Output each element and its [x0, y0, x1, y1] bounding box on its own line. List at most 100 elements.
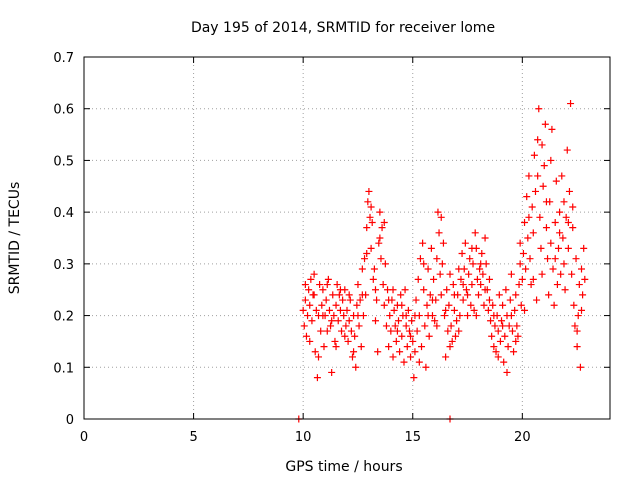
data-point: [507, 312, 515, 320]
data-point: [424, 265, 432, 273]
data-point: [450, 291, 458, 299]
data-point: [416, 255, 424, 263]
data-point: [427, 244, 435, 252]
chart-title: Day 195 of 2014, SRMTID for receiver lom…: [191, 20, 495, 36]
data-point: [433, 322, 441, 330]
data-point: [350, 348, 358, 356]
x-tick-label: 20: [514, 430, 531, 445]
data-point: [400, 358, 408, 366]
data-point: [346, 296, 354, 304]
data-point: [476, 265, 484, 273]
data-point: [422, 363, 430, 371]
data-point: [448, 337, 456, 345]
data-point: [380, 218, 388, 226]
data-point: [529, 275, 537, 283]
data-point: [549, 265, 557, 273]
data-point: [447, 322, 455, 330]
data-point: [357, 343, 365, 351]
data-point: [340, 312, 348, 320]
data-point: [485, 275, 493, 283]
data-point: [305, 286, 313, 294]
data-point: [496, 337, 504, 345]
data-point: [567, 100, 575, 108]
data-point: [402, 322, 410, 330]
data-point: [345, 291, 353, 299]
data-point: [336, 286, 344, 294]
data-point: [464, 291, 472, 299]
data-point: [387, 327, 395, 335]
data-point: [518, 275, 526, 283]
data-point: [410, 374, 418, 382]
data-point: [455, 265, 463, 273]
data-point: [517, 301, 525, 309]
data-point: [334, 317, 342, 325]
data-point: [323, 281, 331, 289]
data-point: [438, 260, 446, 268]
data-point: [301, 296, 309, 304]
y-tick-label: 0.6: [53, 103, 74, 118]
data-point: [392, 337, 400, 345]
data-point: [561, 286, 569, 294]
data-point: [545, 291, 553, 299]
data-point: [453, 317, 461, 325]
data-point: [479, 270, 487, 278]
data-point: [516, 260, 524, 268]
data-point: [449, 281, 457, 289]
data-point: [523, 193, 531, 201]
data-point: [338, 327, 346, 335]
data-point: [332, 343, 340, 351]
data-point: [433, 255, 441, 263]
grid: [84, 57, 610, 419]
data-point: [574, 312, 582, 320]
data-point: [328, 368, 336, 376]
data-point: [459, 281, 467, 289]
data-point: [504, 343, 512, 351]
data-point: [390, 306, 398, 314]
data-point: [445, 301, 453, 309]
data-point: [397, 291, 405, 299]
data-point: [425, 332, 433, 340]
data-point: [446, 270, 454, 278]
data-point: [363, 224, 371, 232]
data-point: [412, 296, 420, 304]
data-point: [468, 244, 476, 252]
data-point: [498, 317, 506, 325]
data-point: [363, 250, 371, 258]
data-point: [516, 239, 524, 247]
x-tick-label: 15: [404, 430, 421, 445]
data-point: [506, 296, 514, 304]
data-point: [471, 229, 479, 237]
y-tick-label: 0.2: [53, 310, 74, 325]
x-tick-label: 5: [189, 430, 197, 445]
data-point: [430, 275, 438, 283]
data-point: [525, 172, 533, 180]
data-point: [356, 296, 364, 304]
data-point: [575, 281, 583, 289]
data-point: [525, 213, 533, 221]
data-point: [333, 281, 341, 289]
data-point: [451, 332, 459, 340]
data-point: [428, 296, 436, 304]
data-point: [415, 358, 423, 366]
data-point: [325, 306, 333, 314]
y-tick-label: 0.7: [53, 51, 74, 66]
data-point: [398, 332, 406, 340]
data-point: [536, 213, 544, 221]
data-point: [313, 374, 321, 382]
data-point: [302, 332, 310, 340]
data-point: [511, 306, 519, 314]
data-point: [547, 239, 555, 247]
data-point: [367, 244, 375, 252]
data-point: [528, 203, 536, 211]
data-point: [490, 312, 498, 320]
y-tick-label: 0.4: [53, 206, 74, 221]
data-point: [539, 182, 547, 190]
data-point: [352, 363, 360, 371]
data-point: [473, 275, 481, 283]
data-point: [434, 208, 442, 216]
data-point: [538, 270, 546, 278]
data-point: [365, 187, 373, 195]
data-point: [455, 327, 463, 335]
data-point: [339, 296, 347, 304]
data-point: [542, 198, 550, 206]
